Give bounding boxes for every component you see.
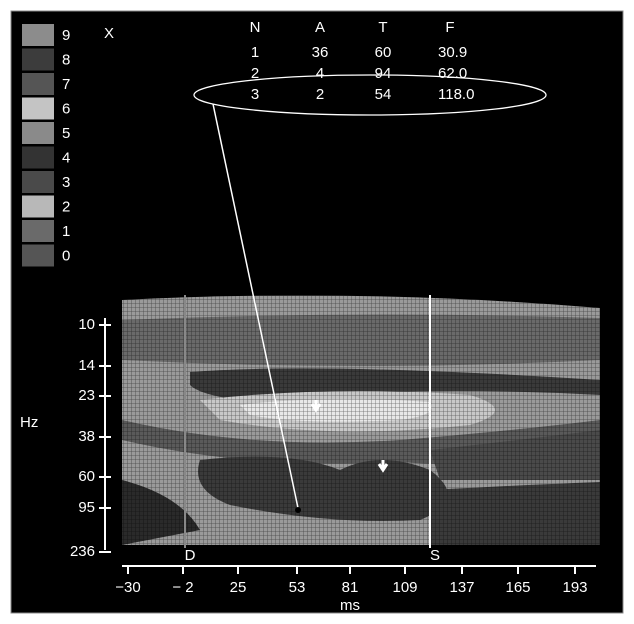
legend-swatch [22,245,54,267]
table-cell: 4 [316,65,324,82]
x-tick-label: 53 [289,579,306,596]
legend-label: 6 [62,100,70,117]
y-tick-label: 38 [78,428,95,445]
legend-swatch [22,122,54,144]
table-cell: 36 [312,44,329,61]
legend-swatch [22,98,54,120]
y-tick-label: 23 [78,387,95,404]
x-tick-label: 25 [230,579,247,596]
x-axis-label: ms [340,597,360,614]
table-cell: 2 [316,86,324,103]
y-tick-label: 95 [78,499,95,516]
table-cell: 54 [375,86,392,103]
legend-label: 8 [62,51,70,68]
x-tick-label: 165 [505,579,530,596]
table-cell: 3 [251,86,259,103]
x-tick-label: 81 [342,579,359,596]
x-tick-label: 193 [562,579,587,596]
y-axis-label: Hz [20,414,38,431]
legend-label: 0 [62,247,70,264]
legend-title: X [104,25,114,42]
pointer-dot [295,507,301,513]
table-header: A [315,19,325,36]
table-cell: 60 [375,44,392,61]
legend-swatch [22,49,54,71]
table-header: N [250,19,261,36]
legend-label: 5 [62,125,70,142]
spectrogram [122,288,602,548]
y-tick-label: 60 [78,468,95,485]
legend-swatch [22,73,54,95]
legend-swatch [22,220,54,242]
x-tick-label: 137 [449,579,474,596]
legend-swatch [22,147,54,169]
y-tick-label: 14 [78,357,95,374]
legend-label: 4 [62,149,70,166]
legend-label: 7 [62,76,70,93]
event-marker: S [430,547,440,564]
event-marker: D [185,547,196,564]
legend-label: 2 [62,198,70,215]
x-tick-label: −30 [115,579,140,596]
legend-swatch [22,196,54,218]
legend-label: 1 [62,223,70,240]
x-tick-label: − 2 [172,579,193,596]
table-cell: 2 [251,65,259,82]
table-cell: 62.0 [438,65,467,82]
table-cell: 1 [251,44,259,61]
legend-label: 3 [62,174,70,191]
x-tick-label: 109 [392,579,417,596]
table-cell: 94 [375,65,392,82]
y-tick-label: 10 [78,316,95,333]
legend-swatch [22,171,54,193]
table-cell: 118.0 [438,86,474,103]
table-header: F [445,19,454,36]
table-header: T [378,19,387,36]
table-cell: 30.9 [438,44,467,61]
figure: 9876543210XNATF1366030.9249462.03254118.… [0,0,634,624]
legend-label: 9 [62,27,70,44]
legend-swatch [22,24,54,46]
y-tick-label: 236 [70,543,95,560]
